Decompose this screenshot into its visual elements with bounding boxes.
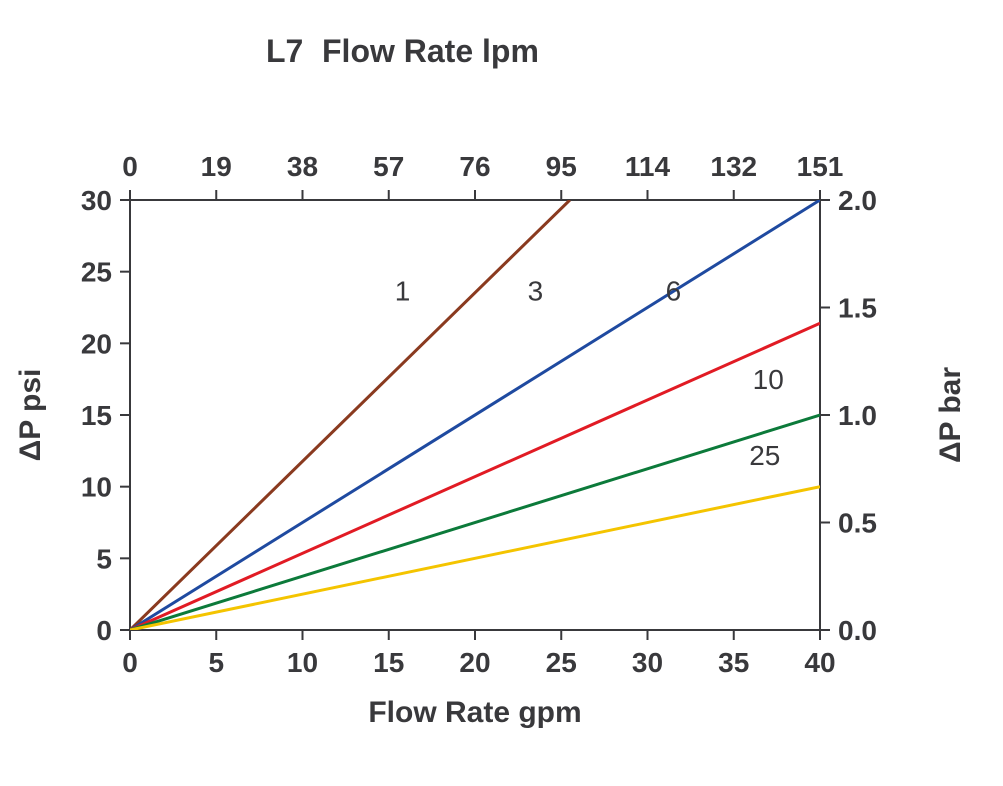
ylabel-right: ΔP bar bbox=[934, 367, 967, 463]
x-tick-label: 5 bbox=[208, 647, 224, 678]
x-tick-label: 30 bbox=[632, 647, 663, 678]
y2-tick-label: 0.0 bbox=[838, 615, 877, 646]
series-label: 1 bbox=[395, 275, 411, 306]
x-tick-label: 10 bbox=[287, 647, 318, 678]
y-tick-label: 0 bbox=[96, 615, 112, 646]
y-tick-label: 15 bbox=[81, 400, 112, 431]
x2-tick-label: 132 bbox=[710, 151, 757, 182]
x2-tick-label: 38 bbox=[287, 151, 318, 182]
y2-tick-label: 1.5 bbox=[838, 293, 877, 324]
series-label: 6 bbox=[666, 275, 682, 306]
y-tick-label: 30 bbox=[81, 185, 112, 216]
y-tick-label: 20 bbox=[81, 328, 112, 359]
x2-tick-label: 95 bbox=[546, 151, 577, 182]
x2-tick-label: 76 bbox=[459, 151, 490, 182]
x-tick-label: 35 bbox=[718, 647, 749, 678]
ylabel-left: ΔP psi bbox=[14, 369, 47, 462]
title-left: L7 bbox=[266, 33, 303, 69]
x-tick-label: 15 bbox=[373, 647, 404, 678]
x-tick-label: 25 bbox=[546, 647, 577, 678]
y-tick-label: 25 bbox=[81, 257, 112, 288]
x-tick-label: 20 bbox=[459, 647, 490, 678]
x2-tick-label: 57 bbox=[373, 151, 404, 182]
flow-chart: 0510152025303540019385776951141321510510… bbox=[0, 0, 1003, 786]
series-label: 3 bbox=[528, 275, 544, 306]
title-right: Flow Rate lpm bbox=[322, 33, 539, 69]
y-tick-label: 10 bbox=[81, 472, 112, 503]
x2-tick-label: 114 bbox=[625, 151, 671, 182]
x2-tick-label: 0 bbox=[122, 151, 138, 182]
series-label: 25 bbox=[749, 440, 780, 471]
x-tick-label: 40 bbox=[804, 647, 835, 678]
chart-bg bbox=[0, 0, 1003, 786]
chart-svg: 0510152025303540019385776951141321510510… bbox=[0, 0, 1003, 786]
x2-tick-label: 151 bbox=[797, 151, 844, 182]
xlabel-bottom: Flow Rate gpm bbox=[368, 696, 581, 729]
y2-tick-label: 0.5 bbox=[838, 508, 877, 539]
y2-tick-label: 1.0 bbox=[838, 400, 877, 431]
series-label: 10 bbox=[753, 364, 784, 395]
y-tick-label: 5 bbox=[96, 543, 112, 574]
x-tick-label: 0 bbox=[122, 647, 138, 678]
x2-tick-label: 19 bbox=[201, 151, 232, 182]
y2-tick-label: 2.0 bbox=[838, 185, 877, 216]
